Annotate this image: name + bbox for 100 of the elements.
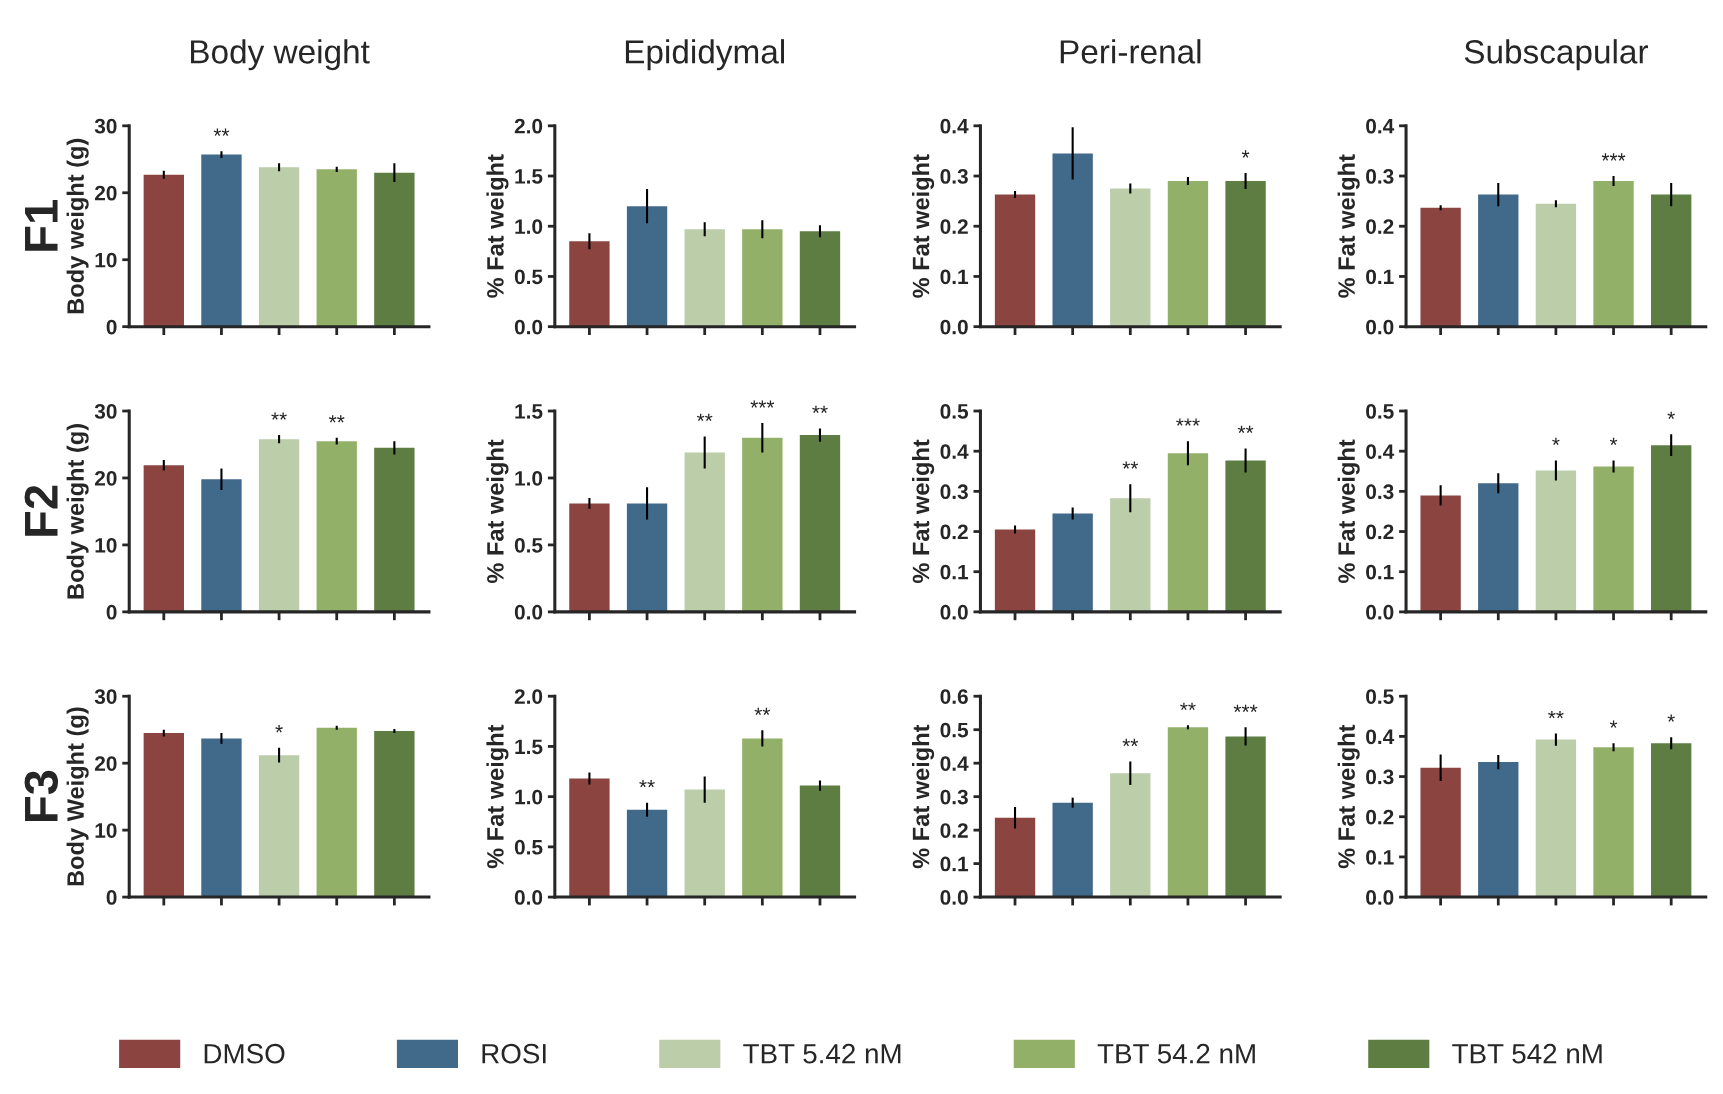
y-tick-label: 2.0 (514, 689, 543, 704)
y-axis-title: Body weight (g) (66, 138, 89, 314)
y-tick-label: 0.3 (940, 484, 968, 500)
bar (1052, 802, 1093, 898)
data-label: * (1609, 720, 1618, 728)
data-label: ** (271, 412, 287, 420)
legend-label: TBT 5.42 nM (743, 1043, 901, 1064)
y-tick-label: 30 (94, 404, 117, 419)
y-tick-label: 0.1 (940, 856, 969, 872)
data-label: *** (1233, 704, 1258, 712)
y-tick-label: 0.4 (940, 756, 969, 771)
y-tick-label: 30 (94, 689, 117, 705)
data-label: ** (1122, 461, 1139, 469)
y-tick-label: 1.5 (515, 404, 543, 419)
y-tick-label: 1.5 (515, 739, 543, 755)
bar (994, 817, 1036, 898)
y-tick-label: 0.2 (1366, 219, 1394, 234)
bar (316, 727, 357, 898)
y-tick-label: 0.5 (514, 537, 543, 553)
bar (799, 435, 841, 612)
y-tick-label: 20 (94, 756, 117, 771)
y-tick-label: 0.5 (1366, 404, 1394, 419)
y-tick-label: 0.2 (1366, 809, 1394, 825)
chart-title: Body weight (191, 39, 370, 71)
y-tick-label: 0.3 (940, 169, 968, 184)
y-tick-label: 0.4 (1366, 729, 1395, 745)
bar (569, 778, 610, 898)
y-tick-label: 0.0 (1366, 890, 1394, 905)
bar (742, 437, 783, 612)
y-tick-label: 0.1 (1366, 849, 1394, 865)
bar (569, 241, 610, 327)
y-axis-title: % Fat weight (1337, 154, 1360, 298)
y-axis-title: Body weight (g) (66, 424, 89, 599)
bar (799, 785, 841, 898)
y-tick-label: 0.0 (514, 319, 543, 335)
bar (1593, 181, 1634, 327)
bar (799, 231, 841, 327)
y-axis-title: % Fat weight (912, 439, 935, 583)
y-tick-label: 0.5 (514, 839, 543, 855)
data-label: ** (1237, 425, 1254, 434)
bar (1167, 181, 1209, 327)
y-tick-label: 10 (95, 252, 117, 268)
data-label: ** (696, 413, 713, 422)
y-axis-title: % Fat weight (912, 724, 935, 869)
data-label: *** (1601, 153, 1626, 161)
y-axis-title: % Fat weight (1337, 724, 1360, 869)
y-tick-label: 0.1 (1366, 269, 1394, 285)
bar (1225, 736, 1266, 898)
data-label: ** (328, 415, 345, 423)
bar (1167, 453, 1209, 612)
y-tick-label: 0.5 (940, 404, 969, 419)
bar (626, 809, 668, 898)
bar (201, 154, 242, 327)
bar (626, 206, 668, 327)
bar (1535, 470, 1577, 612)
data-label: ** (812, 405, 828, 414)
bar (1535, 203, 1577, 327)
bar (1167, 727, 1209, 898)
chart-title: Subscapular (1464, 39, 1649, 71)
data-label: * (1667, 714, 1675, 722)
y-axis-title: % Fat weight (486, 154, 509, 298)
y-axis-title: % Fat weight (912, 154, 935, 298)
bar (684, 789, 725, 898)
y-tick-label: 20 (94, 185, 117, 201)
data-label: ** (1122, 738, 1139, 747)
y-tick-label: 0.6 (940, 689, 968, 704)
data-label: *** (1176, 418, 1200, 426)
y-tick-label: 1.0 (515, 219, 543, 234)
y-tick-label: 1.5 (515, 169, 543, 184)
y-axis-title: % Fat weight (1337, 439, 1360, 583)
data-label: * (1241, 150, 1250, 158)
bar (1651, 743, 1692, 898)
y-axis-title: % Fat weight (486, 439, 509, 583)
bar (143, 465, 184, 612)
bar (1110, 498, 1151, 612)
legend-label: TBT 542 nM (1452, 1043, 1602, 1064)
y-tick-label: 0.5 (514, 269, 543, 285)
bar (1478, 194, 1519, 327)
y-tick-label: 10 (95, 823, 117, 838)
y-tick-label: 10 (95, 537, 117, 553)
y-tick-label: 1.0 (515, 789, 543, 805)
data-label: ** (639, 780, 655, 788)
bar (1478, 762, 1519, 898)
bar (1225, 460, 1266, 612)
data-label: * (275, 725, 283, 733)
bar (994, 529, 1036, 612)
y-tick-label: 0 (106, 890, 117, 905)
data-label: ** (1180, 702, 1196, 710)
bar (258, 755, 300, 898)
data-label: * (1667, 411, 1675, 419)
chart-title: Peri-renal (1060, 39, 1201, 64)
bar (684, 452, 725, 612)
bar (1052, 153, 1093, 327)
bar (1651, 194, 1692, 327)
bar (1110, 188, 1151, 327)
bar (143, 733, 184, 898)
bar (258, 167, 300, 327)
text: F1 (25, 200, 58, 251)
bar (626, 503, 668, 612)
y-tick-label: 0.5 (1366, 689, 1394, 704)
